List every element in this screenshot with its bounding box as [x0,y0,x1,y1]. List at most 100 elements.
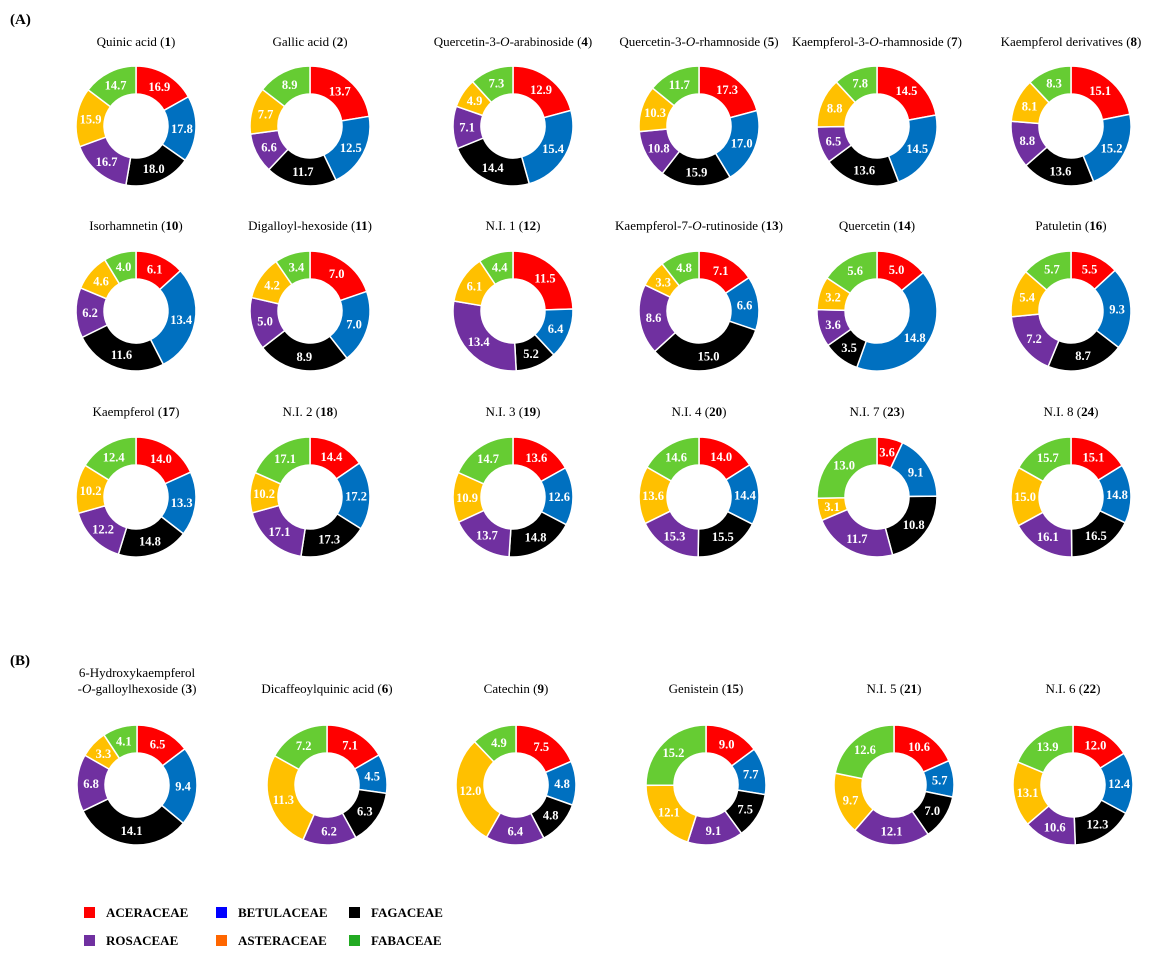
chart-title-part: N.I. 8 ( [1044,404,1082,419]
chart-title-part: 9 [537,681,544,696]
legend-label: FAGACEAE [371,905,443,920]
slice-value-label: 7.0 [924,804,940,818]
chart-title-part: 2 [337,34,344,49]
donut-slice-fabaceae [645,724,707,787]
slice-value-label: 10.9 [456,491,478,505]
donut-chart: Kaempferol-3-O-rhamnoside (7) 14.5 14.5 13.… [792,34,962,187]
chart-title-part: Gallic acid ( [272,34,336,49]
chart-title-part: Dicaffeoylquinic acid ( [261,681,381,696]
chart-title-part: ) [917,681,921,696]
slice-value-label: 4.9 [491,736,507,750]
legend-item-fagaceae: FAGACEAE [349,905,443,920]
slice-value-label: 4.9 [467,94,483,108]
panel-a-label: (A) [10,12,31,28]
donut-slice-fabaceae [1017,436,1072,483]
slice-value-label: 14.0 [150,452,172,466]
slice-value-label: 7.2 [1026,332,1042,346]
donut-chart: N.I. 4 (20) 14.0 14.4 15.5 15.3 13.6 14.6 [638,404,760,558]
slice-value-label: 9.3 [1109,302,1125,316]
slice-value-label: 14.8 [525,531,547,545]
slice-value-label: 15.5 [712,530,734,544]
chart-title-part: 18 [320,404,334,419]
slice-value-label: 7.0 [346,318,362,332]
slice-value-label: 3.1 [824,500,840,514]
chart-title: Catechin (9) [484,681,549,696]
donut-chart: N.I. 1 (12) 11.5 6.4 5.2 13.4 6.1 4.4 [452,218,574,372]
chart-title-part: 7 [951,34,958,49]
slice-value-label: 8.9 [296,350,312,364]
chart-title-part: -galloylhexoside ( [91,681,185,696]
slice-value-label: 16.7 [96,155,118,169]
donut-slice-fagaceae [81,797,185,846]
slice-value-label: 7.1 [342,739,358,753]
legend-item-aceraceae: ACERACEAE [84,905,188,920]
donut-slice-fabaceae [473,724,517,763]
chart-title-part: -arabinoside ( [510,34,582,49]
chart-title-part: ) [1102,218,1106,233]
chart-title-part: N.I. 7 ( [850,404,888,419]
slice-value-label: 4.8 [543,809,559,823]
slice-value-label: 15.4 [542,142,565,156]
chart-title: Isorhamnetin (10) [89,218,183,233]
slice-value-label: 11.3 [273,793,294,807]
slice-value-label: 8.9 [282,78,298,92]
slice-value-label: 12.2 [92,523,114,537]
chart-title-part: ) [958,34,962,49]
slice-value-label: 5.7 [932,774,948,788]
slice-value-label: 10.3 [644,106,666,120]
slice-value-label: 14.6 [665,451,687,465]
chart-title: N.I. 3 (19) [486,404,541,419]
slice-value-label: 14.5 [906,142,928,156]
donut-slice-fabaceae [478,250,514,286]
slice-value-label: 4.8 [676,261,692,275]
slice-value-label: 5.6 [847,264,863,278]
chart-title: 6-Hydroxykaempferol [79,665,196,680]
chart-title-part: N.I. 4 ( [672,404,710,419]
slice-value-label: 15.9 [80,113,102,127]
chart-title-part: ) [779,218,783,233]
donut-chart: Quercetin (14) 5.0 14.8 3.53.6 3.2 5.6 [816,218,938,372]
slice-value-label: 12.9 [530,83,552,97]
slice-value-label: 6.6 [737,299,753,313]
legend-swatch [84,935,95,946]
slice-value-label: 5.4 [1019,291,1035,305]
chart-title-part: O [686,34,696,49]
slice-value-label: 5.0 [257,314,273,328]
chart-title-part: ) [178,218,182,233]
donut-slice-betulaceae [855,271,938,372]
donut-slice-fabaceae [261,65,311,108]
donut-slice-fabaceae [1016,724,1074,774]
slice-value-label: 4.8 [554,777,570,791]
slice-value-label: 10.8 [903,518,925,532]
panel-b-label: (B) [10,653,30,669]
slice-value-label: 7.5 [737,803,753,817]
slice-value-label: 11.5 [534,271,555,285]
chart-title-part: ) [368,218,372,233]
donut-slice-fabaceae [816,436,878,500]
donut-chart: Quinic acid (1) 16.9 17.8 18.0 16.7 15.9 14.7 [75,34,197,187]
donut-slice-fabaceae [102,724,138,760]
chart-title-part: O [500,34,510,49]
chart-title: N.I. 7 (23) [850,404,905,419]
chart-title-part: ) [192,681,196,696]
slice-value-label: 8.6 [646,311,662,325]
slice-value-label: 10.2 [253,487,275,501]
chart-title-part: 21 [904,681,917,696]
slice-value-label: 15.2 [1101,141,1123,155]
chart-title-part: 20 [709,404,722,419]
donut-chart: Dicaffeoylquinic acid (6) 7.1 4.5 6.3 6.2 11.… [261,681,393,846]
donut-slice-fabaceae [457,436,514,485]
chart-title-part: Kaempferol-3- [792,34,869,49]
slice-value-label: 13.6 [525,451,547,465]
chart-title-part: Isorhamnetin ( [89,218,165,233]
slice-value-label: 4.4 [492,261,508,275]
slice-value-label: 6.1 [147,263,163,277]
chart-title-part: -rhamnoside ( [695,34,768,49]
chart-title: N.I. 1 (12) [486,218,541,233]
slice-value-label: 12.5 [340,141,362,155]
slice-value-label: 6.8 [83,777,99,791]
slice-value-label: 14.4 [734,488,757,502]
chart-title-part: Patuletin ( [1035,218,1089,233]
slice-value-label: 4.0 [116,260,132,274]
chart-title: N.I. 2 (18) [283,404,338,419]
